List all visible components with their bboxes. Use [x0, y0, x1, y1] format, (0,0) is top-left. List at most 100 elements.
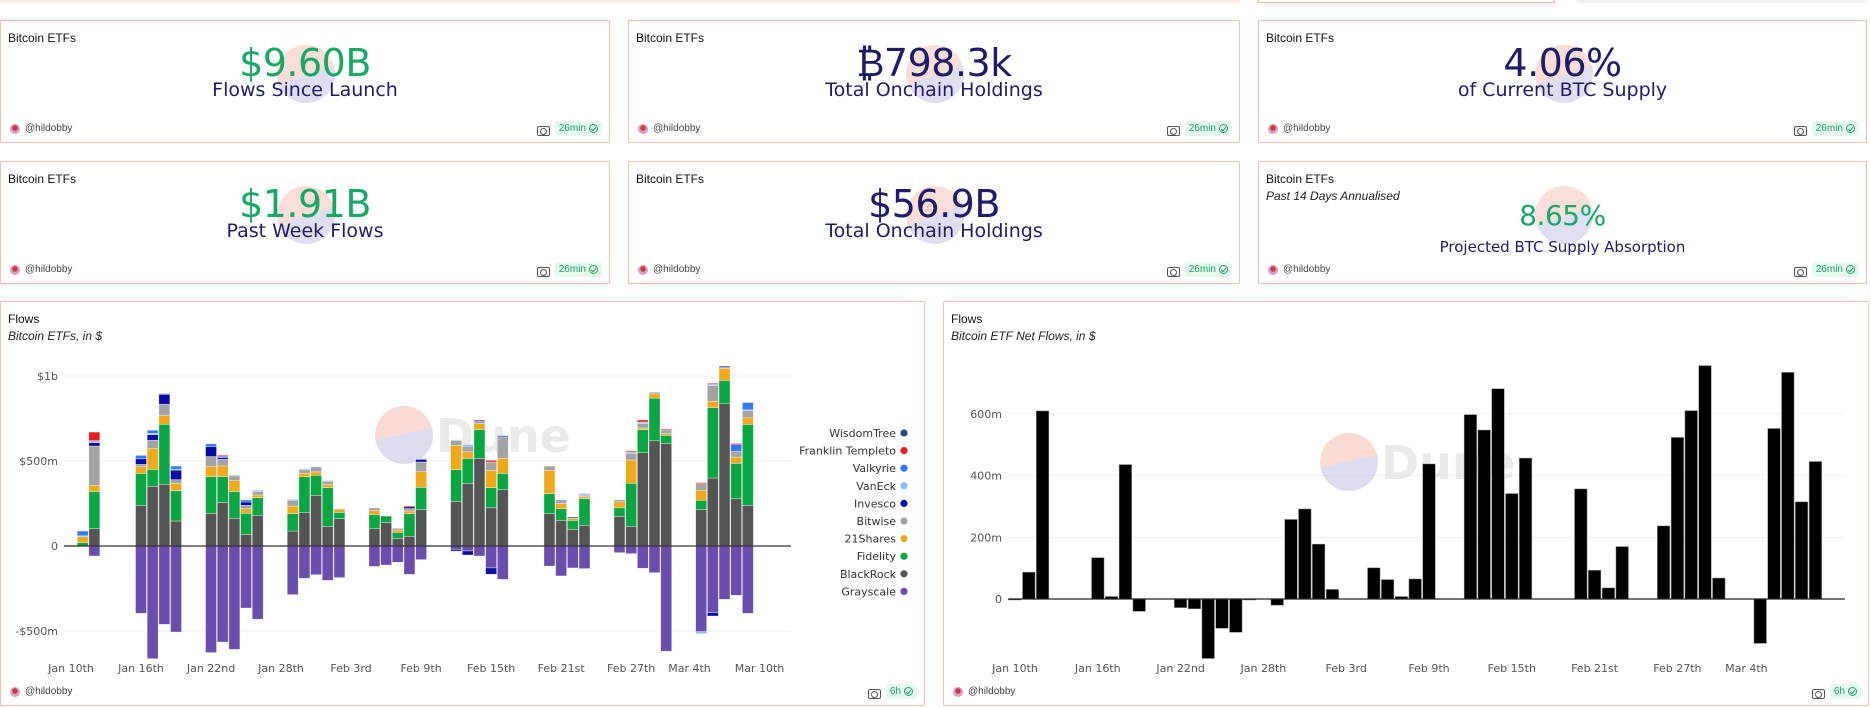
bar-segment-bitwise[interactable]	[450, 440, 462, 446]
bar-segment-fidelity[interactable]	[578, 498, 591, 526]
bar-segment-21shares[interactable]	[310, 471, 322, 476]
legend-item[interactable]: Fidelity	[857, 550, 908, 563]
bar-segment-fidelity[interactable]	[298, 476, 311, 513]
bar-segment-bitwise[interactable]	[496, 437, 509, 459]
bar-segment-invesco[interactable]	[205, 446, 217, 457]
net-flow-bar[interactable]	[1684, 410, 1698, 600]
bar-segment-bitwise[interactable]	[205, 456, 217, 467]
net-flow-bar[interactable]	[1463, 414, 1477, 600]
bar-segment-fidelity[interactable]	[718, 380, 731, 405]
bar-segment-bitwise[interactable]	[637, 423, 649, 429]
net-flow-bar[interactable]	[1615, 546, 1629, 600]
bar-segment-grayscale[interactable]	[578, 545, 591, 569]
bar-segment-fidelity[interactable]	[496, 473, 509, 491]
bar-segment-grayscale[interactable]	[205, 545, 217, 653]
bar-segment-fidelity[interactable]	[380, 515, 392, 524]
bar-stack[interactable]	[730, 443, 742, 596]
bar-segment-grayscale[interactable]	[485, 545, 497, 569]
legend-item[interactable]: Bitwise	[857, 515, 908, 528]
bar-segment-grayscale[interactable]	[135, 545, 147, 614]
bar-segment-grayscale[interactable]	[251, 545, 264, 620]
net-flow-bar[interactable]	[1284, 519, 1298, 600]
bar-segment-franklin-templeto[interactable]	[660, 428, 672, 431]
bar-segment-invesco[interactable]	[158, 393, 171, 405]
bar-segment-21shares[interactable]	[88, 485, 101, 492]
legend-item[interactable]: VanEck	[856, 480, 908, 493]
bar-segment-21shares[interactable]	[718, 368, 731, 381]
bar-segment-fidelity[interactable]	[543, 493, 556, 514]
net-flow-bar[interactable]	[1036, 410, 1050, 600]
bar-segment-blackrock[interactable]	[496, 489, 509, 547]
bar-segment-bitwise[interactable]	[391, 528, 404, 531]
bar-segment-grayscale[interactable]	[625, 545, 637, 554]
bar-segment-grayscale[interactable]	[240, 545, 252, 609]
bar-segment-valkyrie[interactable]	[555, 499, 567, 502]
net-flow-bar[interactable]	[1215, 598, 1229, 629]
bar-segment-fidelity[interactable]	[695, 499, 707, 510]
net-flow-bar[interactable]	[1174, 598, 1188, 608]
bar-segment-21shares[interactable]	[450, 445, 462, 470]
bar-segment-blackrock[interactable]	[578, 524, 591, 547]
bar-segment-21shares[interactable]	[228, 480, 241, 492]
net-flow-bar[interactable]	[1601, 587, 1615, 600]
bar-segment-blackrock[interactable]	[310, 495, 322, 547]
net-flow-bar[interactable]	[1229, 598, 1243, 633]
bar-segment-valkyrie[interactable]	[170, 465, 182, 470]
bar-stack[interactable]	[205, 443, 217, 653]
bar-segment-21shares[interactable]	[578, 496, 591, 499]
bar-segment-21shares[interactable]	[76, 536, 89, 543]
bar-segment-grayscale[interactable]	[298, 545, 311, 579]
bar-stack[interactable]	[450, 439, 462, 552]
bar-segment-bitwise[interactable]	[170, 479, 182, 484]
bar-segment-valkyrie[interactable]	[205, 443, 217, 447]
bar-segment-fidelity[interactable]	[88, 491, 101, 529]
author[interactable]: @hildobby	[1268, 123, 1330, 134]
bar-stack[interactable]	[695, 482, 707, 635]
camera-icon[interactable]	[1793, 265, 1807, 277]
bar-segment-fidelity[interactable]	[613, 507, 626, 517]
bar-segment-valkyrie[interactable]	[742, 402, 754, 411]
camera-icon[interactable]	[536, 124, 550, 136]
bar-stack[interactable]	[251, 489, 264, 620]
bar-segment-vaneck[interactable]	[228, 474, 241, 477]
bar-segment-21shares[interactable]	[613, 501, 626, 509]
bar-segment-vaneck[interactable]	[461, 444, 474, 447]
net-flow-bar[interactable]	[1491, 388, 1505, 600]
bar-segment-invesco[interactable]	[473, 419, 486, 422]
bar-stack[interactable]	[286, 499, 299, 595]
bar-segment-fidelity[interactable]	[158, 423, 171, 485]
net-flow-bar[interactable]	[1132, 598, 1146, 612]
bar-stack[interactable]	[135, 455, 147, 614]
bar-segment-blackrock[interactable]	[730, 498, 742, 547]
bar-stack[interactable]	[321, 480, 334, 581]
bar-segment-bitwise[interactable]	[88, 445, 101, 486]
bar-segment-fidelity[interactable]	[660, 435, 672, 444]
bar-segment-grayscale[interactable]	[228, 545, 241, 650]
bar-segment-21shares[interactable]	[368, 510, 381, 516]
net-flow-bar[interactable]	[1022, 571, 1036, 600]
bar-segment-invesco[interactable]	[707, 612, 719, 617]
bar-stack[interactable]	[240, 499, 252, 609]
bar-segment-21shares[interactable]	[240, 508, 252, 514]
bar-segment-valkyrie[interactable]	[76, 530, 89, 537]
bar-segment-grayscale[interactable]	[567, 545, 579, 569]
bar-segment-grayscale[interactable]	[146, 545, 159, 660]
bar-segment-fidelity[interactable]	[321, 487, 334, 527]
bar-segment-grayscale[interactable]	[368, 545, 381, 567]
bar-segment-vaneck[interactable]	[496, 435, 509, 437]
bar-segment-blackrock[interactable]	[567, 529, 579, 547]
bar-stack[interactable]	[660, 428, 672, 652]
legend-item[interactable]: 21Shares	[845, 533, 908, 546]
bar-stack[interactable]	[310, 467, 322, 576]
bar-stack[interactable]	[228, 474, 241, 650]
bar-stack[interactable]	[76, 530, 89, 547]
author[interactable]: @hildobby	[953, 686, 1015, 697]
bar-segment-grayscale[interactable]	[391, 545, 404, 563]
bar-segment-valkyrie[interactable]	[146, 429, 159, 434]
bar-segment-franklin-templeto[interactable]	[695, 482, 707, 484]
bar-stack[interactable]	[146, 429, 159, 660]
author[interactable]: @hildobby	[10, 264, 72, 275]
bar-segment-blackrock[interactable]	[333, 518, 346, 547]
net-flow-bar[interactable]	[1298, 508, 1312, 600]
bar-segment-grayscale[interactable]	[695, 545, 707, 632]
